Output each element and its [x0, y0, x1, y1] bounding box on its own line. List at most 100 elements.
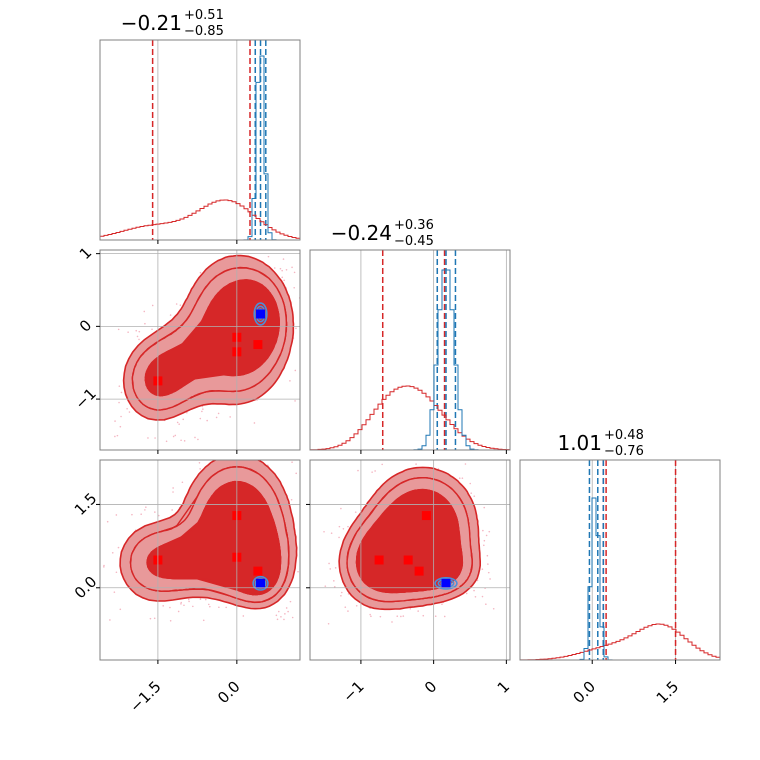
scatter-dot	[441, 603, 443, 605]
scatter-dot	[483, 544, 485, 547]
scatter-dot	[303, 334, 305, 336]
scatter-dot	[118, 401, 120, 404]
scatter-dot	[98, 570, 100, 572]
scatter-dot	[370, 615, 372, 618]
scatter-dot	[113, 591, 116, 593]
scatter-dot	[194, 436, 196, 439]
scatter-dot	[289, 600, 292, 603]
scatter-dot	[267, 255, 270, 258]
scatter-dot	[103, 564, 105, 567]
scatter-dot	[285, 607, 288, 609]
scatter-dot	[333, 580, 335, 582]
scatter-dot	[217, 412, 220, 415]
scatter-dot	[180, 603, 182, 605]
scatter-dot	[192, 605, 194, 608]
scatter-dot	[119, 608, 122, 611]
scatter-dot	[297, 570, 299, 573]
scatter-dot	[198, 461, 201, 464]
scatter-dot	[338, 536, 340, 539]
panel-p1_vs_p0-plot-area	[114, 238, 307, 443]
scatter-dot	[282, 258, 285, 260]
hist-1-title-plus: +0.36	[394, 218, 434, 233]
x-tick-label-p0-1: 0.0	[214, 677, 244, 707]
scatter-dot	[176, 421, 179, 424]
scatter-dot	[120, 415, 122, 418]
scatter-dot	[169, 314, 172, 316]
hist-0-red-series	[99, 199, 301, 240]
scatter-dot	[465, 592, 468, 595]
scatter-dot	[106, 520, 109, 523]
scatter-dot	[279, 238, 281, 240]
scatter-dot	[179, 304, 182, 306]
scatter-dot	[354, 511, 357, 513]
scatter-dot	[489, 578, 491, 580]
panel-p2_vs_p1-blue-marker-0	[441, 578, 451, 588]
scatter-dot	[434, 615, 437, 618]
scatter-dot	[268, 434, 270, 436]
scatter-dot	[482, 529, 484, 532]
scatter-dot	[205, 439, 207, 441]
panel-p2_vs_p1-red-marker-2	[374, 555, 384, 565]
scatter-dot	[485, 534, 488, 537]
scatter-dot	[305, 386, 307, 388]
panel-p1_vs_p0-blue-marker-0	[256, 309, 266, 319]
hist-2-title-minus: −0.76	[604, 444, 644, 459]
scatter-dot	[379, 615, 382, 618]
scatter-dot	[290, 498, 293, 501]
scatter-dot	[338, 525, 341, 528]
scatter-dot	[138, 330, 141, 333]
panel-p2_vs_p1-red-marker-3	[414, 566, 424, 576]
scatter-dot	[291, 616, 294, 619]
scatter-dot	[303, 460, 305, 462]
y-tick-label-p1-2: 1	[76, 244, 95, 263]
scatter-dot	[487, 571, 490, 574]
scatter-dot	[182, 418, 185, 421]
y-tick-label-p1-1: 0	[76, 316, 95, 335]
scatter-dot	[340, 507, 342, 510]
hist-1-title-minus: −0.45	[394, 234, 434, 249]
scatter-dot	[275, 614, 278, 617]
scatter-dot	[188, 600, 190, 603]
scatter-dot	[295, 472, 297, 475]
scatter-dot	[486, 554, 489, 557]
scatter-dot	[492, 607, 495, 610]
scatter-dot	[114, 420, 116, 422]
scatter-dot	[202, 408, 204, 410]
panel-p2_vs_p0-plot-area	[98, 434, 305, 622]
scatter-dot	[293, 271, 296, 274]
scatter-dot	[285, 269, 288, 271]
scatter-dot	[149, 617, 152, 620]
hist-1-red-series	[309, 385, 511, 451]
scatter-dot	[203, 245, 205, 247]
scatter-dot	[371, 471, 373, 473]
scatter-dot	[347, 525, 349, 528]
scatter-dot	[253, 422, 256, 424]
scatter-dot	[225, 606, 227, 609]
panel-p2_vs_p0-blue-marker-0	[256, 578, 266, 588]
scatter-dot	[344, 606, 347, 609]
scatter-dot	[186, 411, 188, 414]
scatter-dot	[305, 383, 307, 385]
scatter-dot	[470, 492, 473, 494]
panel-p2_vs_p0-blue-contour-0	[252, 575, 269, 591]
scatter-dot	[143, 310, 146, 313]
scatter-dot	[218, 606, 220, 609]
scatter-dot	[485, 603, 487, 606]
scatter-dot	[417, 610, 419, 612]
panel-p2_vs_p1-red-marker-0	[421, 511, 431, 521]
scatter-dot	[323, 530, 325, 533]
scatter-dot	[116, 434, 119, 437]
scatter-dot	[169, 606, 171, 609]
scatter-dot	[300, 450, 302, 452]
scatter-dot	[197, 438, 199, 441]
scatter-dot	[461, 477, 464, 479]
scatter-dot	[291, 266, 293, 269]
scatter-dot	[169, 619, 172, 622]
scatter-dot	[215, 416, 218, 419]
hist-1-title-value: −0.24	[331, 221, 392, 245]
scatter-dot	[145, 506, 147, 508]
x-tick-label-p2-0: 0.0	[569, 677, 599, 707]
scatter-dot	[283, 618, 285, 621]
scatter-dot	[284, 613, 286, 615]
panel-p1_vs_p0-red-core-3	[144, 279, 280, 397]
